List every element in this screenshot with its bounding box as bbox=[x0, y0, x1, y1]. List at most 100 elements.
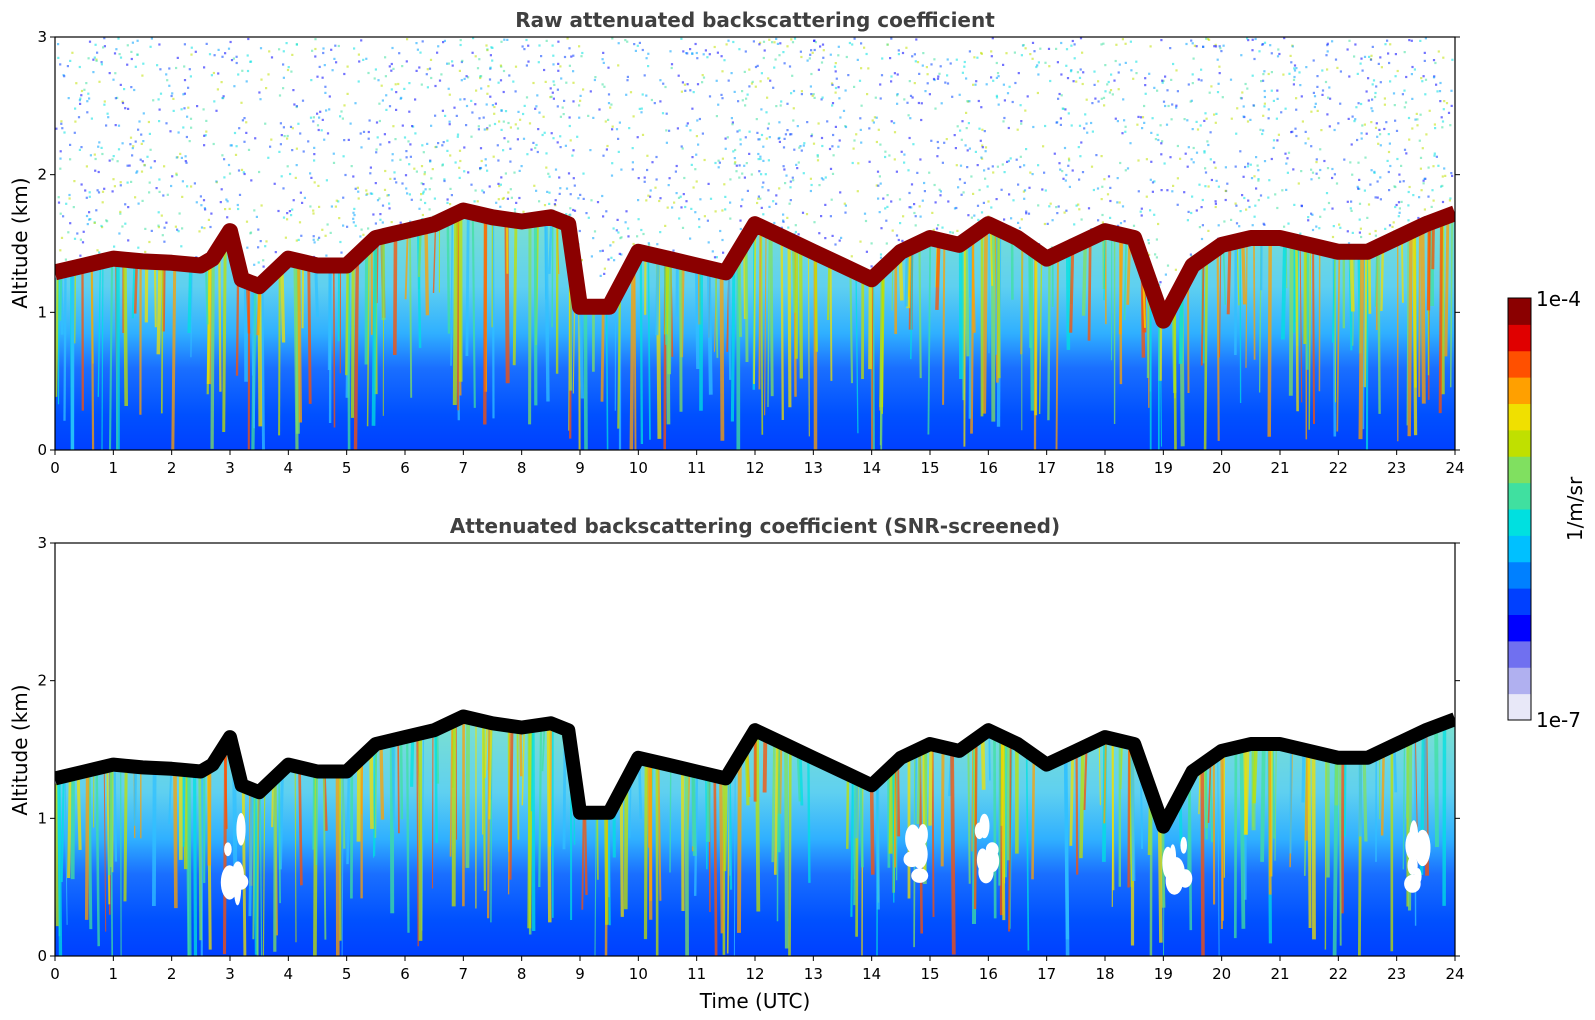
noise-pixel bbox=[247, 37, 250, 41]
noise-pixel bbox=[813, 39, 816, 42]
x-tick-label: 21 bbox=[1270, 459, 1289, 477]
x-tick-label: 19 bbox=[1154, 459, 1173, 477]
noise-pixel bbox=[1191, 195, 1194, 198]
noise-pixel bbox=[1190, 39, 1193, 42]
noise-pixel bbox=[990, 76, 993, 79]
noise-pixel bbox=[1008, 85, 1011, 88]
noise-pixel bbox=[1348, 39, 1351, 42]
noise-pixel bbox=[253, 209, 256, 212]
noise-pixel bbox=[243, 140, 246, 143]
noise-pixel bbox=[1025, 210, 1028, 213]
noise-pixel bbox=[646, 154, 649, 157]
noise-pixel bbox=[246, 54, 249, 57]
noise-pixel bbox=[893, 72, 896, 75]
noise-pixel bbox=[260, 78, 263, 81]
noise-pixel bbox=[1090, 165, 1094, 168]
noise-pixel bbox=[1385, 121, 1388, 124]
noise-pixel bbox=[782, 220, 785, 223]
noise-pixel bbox=[1295, 97, 1298, 100]
signal-streak bbox=[416, 233, 422, 349]
noise-pixel bbox=[502, 149, 505, 152]
noise-pixel bbox=[1033, 50, 1036, 53]
noise-pixel bbox=[318, 236, 321, 239]
signal-streak bbox=[278, 778, 281, 904]
noise-pixel bbox=[762, 145, 765, 148]
panel-screened-x-axis: 0 1 2 3 4 5 6 7 8 9 10 11 12 13 14 15 16 17 18 19 20 21 22 23 24 bbox=[50, 956, 1465, 983]
noise-pixel bbox=[1084, 113, 1087, 116]
noise-pixel bbox=[165, 122, 168, 125]
noise-pixel bbox=[1216, 58, 1219, 61]
x-tick-label: 7 bbox=[459, 965, 469, 983]
noise-pixel bbox=[646, 168, 649, 172]
noise-pixel bbox=[325, 179, 328, 182]
colorbar-band bbox=[1508, 324, 1531, 352]
noise-pixel bbox=[866, 93, 869, 96]
noise-pixel bbox=[532, 81, 535, 85]
noise-pixel bbox=[313, 241, 316, 244]
noise-pixel bbox=[193, 182, 196, 185]
noise-pixel bbox=[1276, 206, 1279, 210]
noise-pixel bbox=[850, 255, 853, 258]
noise-pixel bbox=[1393, 104, 1396, 107]
noise-pixel bbox=[1124, 169, 1127, 172]
signal-streak bbox=[84, 776, 90, 920]
noise-pixel bbox=[756, 64, 759, 67]
signal-streak bbox=[1087, 243, 1092, 341]
noise-pixel bbox=[204, 134, 207, 137]
noise-pixel bbox=[1113, 79, 1116, 82]
noise-pixel bbox=[273, 182, 276, 185]
noise-pixel bbox=[341, 117, 344, 120]
noise-pixel bbox=[1339, 70, 1342, 73]
noise-pixel bbox=[1293, 203, 1296, 206]
signal-streak bbox=[133, 772, 137, 826]
noise-pixel bbox=[337, 44, 340, 48]
noise-pixel bbox=[163, 240, 166, 243]
noise-pixel bbox=[978, 127, 981, 130]
noise-pixel bbox=[896, 93, 899, 96]
noise-pixel bbox=[416, 48, 419, 51]
signal-streak bbox=[280, 270, 286, 343]
noise-pixel bbox=[1319, 215, 1322, 218]
noise-pixel bbox=[1325, 192, 1329, 195]
noise-pixel bbox=[269, 145, 272, 148]
noise-pixel bbox=[385, 94, 388, 97]
noise-pixel bbox=[1251, 224, 1254, 227]
noise-pixel bbox=[1042, 145, 1045, 148]
signal-streak bbox=[1362, 257, 1365, 430]
signal-streak bbox=[1303, 249, 1307, 345]
noise-pixel bbox=[313, 146, 316, 149]
noise-pixel bbox=[1123, 119, 1126, 122]
noise-pixel bbox=[914, 224, 917, 227]
signal-streak bbox=[940, 752, 945, 867]
noise-pixel bbox=[1003, 116, 1006, 120]
signal-streak bbox=[90, 269, 95, 450]
noise-pixel bbox=[659, 231, 662, 234]
noise-pixel bbox=[987, 200, 990, 203]
noise-pixel bbox=[226, 200, 229, 203]
noise-pixel bbox=[357, 53, 360, 56]
noise-pixel bbox=[321, 118, 324, 121]
noise-pixel bbox=[1191, 128, 1194, 131]
noise-pixel bbox=[114, 97, 117, 100]
noise-pixel bbox=[337, 200, 340, 203]
noise-pixel bbox=[130, 86, 133, 89]
noise-pixel bbox=[968, 100, 971, 103]
noise-pixel bbox=[741, 198, 744, 201]
noise-pixel bbox=[1114, 59, 1117, 63]
noise-pixel bbox=[190, 53, 193, 56]
noise-pixel bbox=[502, 69, 506, 73]
noise-pixel bbox=[946, 58, 949, 61]
noise-pixel bbox=[636, 136, 639, 139]
noise-pixel bbox=[1422, 75, 1425, 78]
noise-pixel bbox=[385, 108, 388, 111]
noise-pixel bbox=[212, 71, 215, 75]
noise-pixel bbox=[80, 183, 83, 186]
noise-pixel bbox=[578, 104, 581, 107]
noise-pixel bbox=[388, 202, 391, 205]
noise-pixel bbox=[1242, 115, 1245, 118]
noise-pixel bbox=[1192, 161, 1195, 164]
noise-pixel bbox=[603, 272, 606, 275]
noise-pixel bbox=[765, 137, 768, 140]
noise-pixel bbox=[838, 97, 841, 100]
noise-pixel bbox=[312, 235, 315, 238]
